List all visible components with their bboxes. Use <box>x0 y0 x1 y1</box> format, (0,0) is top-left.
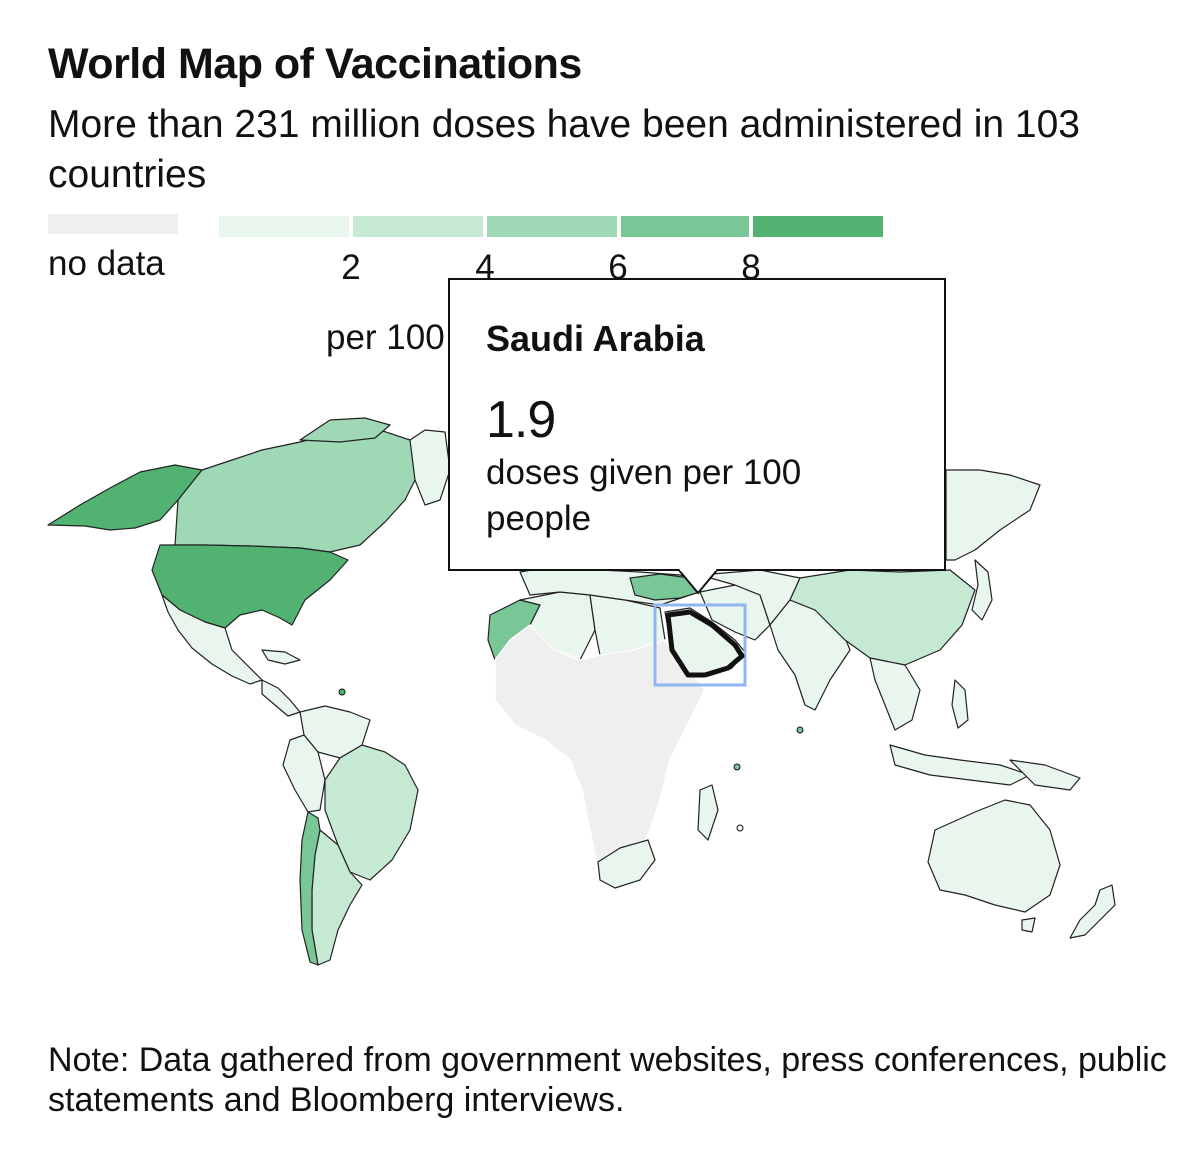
legend-tick-6: 6 <box>608 248 628 287</box>
legend-bin-1 <box>353 216 483 237</box>
legend-bin-4 <box>753 216 883 237</box>
region-madagascar[interactable] <box>697 784 719 841</box>
island-marker <box>796 726 804 734</box>
tooltip-unit: doses given per 100 people <box>486 453 802 538</box>
tooltip-value: 1.9 <box>486 391 556 449</box>
legend-tick-8: 8 <box>741 248 761 287</box>
region-new-guinea[interactable] <box>1009 759 1081 791</box>
region-peru[interactable] <box>282 734 326 813</box>
region-turkey[interactable] <box>629 573 701 601</box>
region-australia[interactable] <box>927 799 1061 913</box>
tooltip-country-name: Saudi Arabia <box>486 318 705 359</box>
region-new-zealand[interactable] <box>1069 884 1116 939</box>
world-map <box>47 417 1116 966</box>
legend-color-scale <box>219 216 883 237</box>
legend-bin-2 <box>487 216 617 237</box>
region-mexico[interactable] <box>161 594 263 685</box>
legend-no-data-swatch <box>48 214 178 234</box>
source-note: Note: Data gathered from government webs… <box>48 1041 1167 1119</box>
chart-title: World Map of Vaccinations <box>48 40 582 88</box>
chart-subtitle: More than 231 million doses have been ad… <box>48 103 1080 196</box>
region-philippines[interactable] <box>951 679 969 729</box>
island-marker <box>736 824 744 832</box>
legend-tick-4: 4 <box>475 248 495 287</box>
country-tooltip: Saudi Arabia 1.9 doses given per 100 peo… <box>448 278 946 571</box>
region-sub-saharan-africa[interactable] <box>494 624 706 881</box>
region-china[interactable] <box>789 569 976 666</box>
saudi-arabia-highlight <box>665 609 745 678</box>
selection-box <box>653 603 747 687</box>
legend-no-data-label: no data <box>48 244 165 283</box>
region-central-america[interactable] <box>261 679 301 717</box>
region-tasmania[interactable] <box>1021 917 1036 933</box>
region-japan[interactable] <box>971 559 993 621</box>
region-greenland[interactable] <box>409 429 451 506</box>
island-marker <box>338 688 346 696</box>
tooltip-pointer <box>678 569 718 595</box>
legend-bin-3 <box>621 216 749 237</box>
island-marker <box>733 763 741 771</box>
region-caribbean[interactable] <box>261 649 301 665</box>
region-chile[interactable] <box>299 811 321 966</box>
region-southeast-asia[interactable] <box>869 657 921 731</box>
region-brazil[interactable] <box>324 744 419 881</box>
region-canada[interactable] <box>174 429 421 553</box>
legend-tick-2: 2 <box>341 248 361 287</box>
legend-bin-0 <box>219 216 349 237</box>
region-russia[interactable] <box>945 469 1041 561</box>
region-canada[interactable] <box>299 417 391 443</box>
region-indonesia[interactable] <box>889 744 1031 786</box>
region-south-africa[interactable] <box>597 839 656 889</box>
